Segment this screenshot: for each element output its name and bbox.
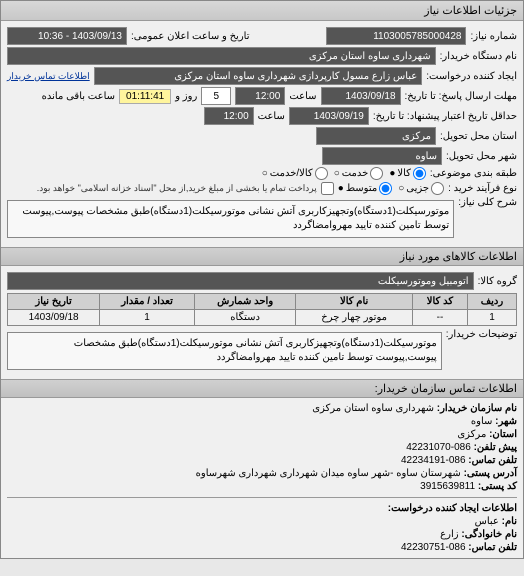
- cat-goods-service-option[interactable]: کالا/خدمت ○: [262, 167, 328, 180]
- deadline-time-field: [235, 87, 285, 105]
- deadline-label: مهلت ارسال پاسخ: تا تاریخ:: [405, 91, 517, 102]
- remaining-days-field: [201, 87, 231, 105]
- category-radio-group: کالا ● خدمت ○ کالا/خدمت ○: [262, 167, 426, 180]
- table-row[interactable]: 1 -- موتور چهار چرخ دستگاه 1 1403/09/18: [8, 310, 517, 326]
- overall-desc-box: موتورسیکلت(1دستگاه)وتجهیزکاربری آتش نشان…: [7, 200, 454, 238]
- treasury-checkbox[interactable]: [321, 182, 334, 195]
- proc-small-option[interactable]: جزیی ○: [398, 182, 444, 195]
- col-unit: واحد شمارش: [194, 294, 296, 310]
- cell-need-date: 1403/09/18: [8, 310, 100, 326]
- requester-label: ایجاد کننده درخواست:: [426, 71, 517, 82]
- col-code: کد کالا: [412, 294, 467, 310]
- postal-value: 3915639811: [420, 481, 475, 492]
- cell-code: --: [412, 310, 467, 326]
- countdown-timer: 01:11:41: [119, 89, 171, 104]
- city-value: ساوه: [471, 416, 493, 427]
- overall-label: شرح کلی نیاز:: [458, 197, 517, 208]
- buyer-org-field: [7, 47, 436, 65]
- deadline-date-field: [321, 87, 401, 105]
- requester-field: [94, 67, 423, 85]
- process-label: نوع فرآیند خرید :: [448, 183, 517, 194]
- col-need-date: تاریخ نیاز: [8, 294, 100, 310]
- request-no-label: شماره نیاز:: [470, 31, 517, 42]
- contact-section: نام سازمان خریدار: شهرداری ساوه استان مر…: [1, 398, 523, 558]
- goods-section: گروه کالا: ردیف کد کالا نام کالا واحد شم…: [1, 266, 523, 379]
- delivery-city-label: شهر محل تحویل:: [446, 151, 517, 162]
- cat-service-option[interactable]: خدمت ○: [334, 167, 384, 180]
- process-note: پرداخت تمام یا بخشی از مبلغ خرید,از محل …: [37, 183, 317, 194]
- window-title: جزئیات اطلاعات نیاز: [1, 1, 523, 21]
- validity-time-field: [204, 107, 254, 125]
- table-header-row: ردیف کد کالا نام کالا واحد شمارش تعداد /…: [8, 294, 517, 310]
- col-name: نام کالا: [296, 294, 413, 310]
- creator-phone-label: تلفن تماس:: [468, 542, 517, 553]
- group-label: گروه کالا:: [478, 276, 517, 287]
- delivery-province-field: [316, 127, 436, 145]
- group-field: [7, 272, 474, 290]
- fax-label: تلفن تماس:: [468, 455, 517, 466]
- process-radio-group: جزیی ○ متوسط ●: [338, 182, 444, 195]
- header-section: شماره نیاز: تاریخ و ساعت اعلان عمومی: نا…: [1, 21, 523, 247]
- buyer-notes-label: توضیحات خریدار:: [446, 329, 517, 340]
- province-label: استان:: [489, 429, 517, 440]
- pre-phone-label: پیش تلفن:: [474, 442, 517, 453]
- announce-label: تاریخ و ساعت اعلان عمومی:: [131, 31, 250, 42]
- validity-date-field: [289, 107, 369, 125]
- org-name-value: شهرداری ساوه استان مرکزی: [312, 403, 434, 414]
- cell-qty: 1: [100, 310, 195, 326]
- buyer-org-label: نام دستگاه خریدار:: [440, 51, 517, 62]
- address-label: آدرس پستی:: [464, 468, 517, 479]
- goods-section-header: اطلاعات کالاهای مورد نیاز: [1, 247, 523, 266]
- contact-section-header: اطلاعات تماس سازمان خریدار:: [1, 379, 523, 398]
- request-details-window: جزئیات اطلاعات نیاز شماره نیاز: تاریخ و …: [0, 0, 524, 559]
- contact-link[interactable]: اطلاعات تماس خریدار: [7, 71, 90, 82]
- deadline-at-label: ساعت: [289, 91, 316, 102]
- creator-name-label: نام:: [502, 516, 517, 527]
- announce-field: [7, 27, 127, 45]
- pre-phone-value: 086-42231070: [406, 442, 471, 453]
- goods-table: ردیف کد کالا نام کالا واحد شمارش تعداد /…: [7, 293, 517, 326]
- cell-name: موتور چهار چرخ: [296, 310, 413, 326]
- delivery-city-field: [322, 147, 442, 165]
- request-no-field: [326, 27, 466, 45]
- creator-section-header: اطلاعات ایجاد کننده درخواست:: [7, 502, 517, 515]
- validity-label: حداقل تاریخ اعتبار پیشنهاد: تا تاریخ:: [373, 111, 517, 122]
- cell-row: 1: [467, 310, 516, 326]
- org-name-label: نام سازمان خریدار:: [437, 403, 517, 414]
- creator-name-value: عباس: [475, 516, 499, 527]
- creator-family-label: نام خانوادگی:: [461, 529, 517, 540]
- category-label: طبقه بندی موضوعی:: [430, 168, 517, 179]
- remain-day-word: روز و: [175, 91, 197, 102]
- remain-suffix: ساعت باقی مانده: [42, 91, 115, 102]
- city-label: شهر:: [495, 416, 517, 427]
- proc-medium-option[interactable]: متوسط ●: [338, 182, 392, 195]
- col-qty: تعداد / مقدار: [100, 294, 195, 310]
- address-value: شهرستان ساوه -شهر ساوه میدان شهرداری شهر…: [196, 468, 461, 479]
- creator-family-value: زارع: [440, 529, 458, 540]
- postal-label: کد پستی:: [478, 481, 517, 492]
- delivery-province-label: استان محل تحویل:: [440, 131, 517, 142]
- col-row: ردیف: [467, 294, 516, 310]
- cat-goods-option[interactable]: کالا ●: [389, 167, 426, 180]
- fax-value: 086-42234191: [401, 455, 466, 466]
- cell-unit: دستگاه: [194, 310, 296, 326]
- creator-phone-value: 086-42230751: [401, 542, 466, 553]
- province-value: مرکزی: [457, 429, 486, 440]
- buyer-notes-box: موتورسیکلت(1دستگاه)وتجهیزکاربری آتش نشان…: [7, 332, 442, 370]
- validity-at-label: ساعت: [258, 111, 285, 122]
